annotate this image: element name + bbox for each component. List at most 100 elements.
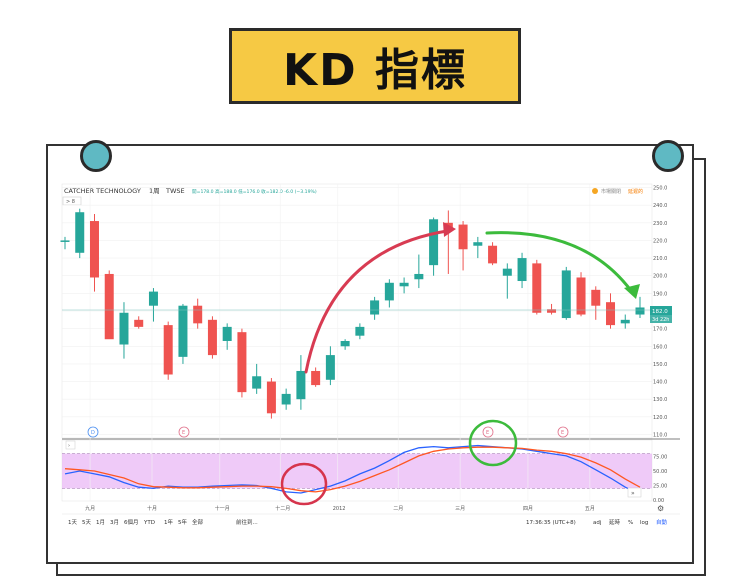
chart-exchange: TWSE xyxy=(165,187,185,195)
candle-up xyxy=(635,307,645,315)
golden-cross-circle xyxy=(280,462,328,506)
toolbar-toggle[interactable]: log xyxy=(640,520,648,526)
x-tick-label: 四月 xyxy=(523,506,533,512)
candle-up xyxy=(281,393,291,405)
range-button[interactable]: 5年 xyxy=(178,518,187,526)
x-tick-label: 二月 xyxy=(393,506,403,512)
candle-down xyxy=(89,221,99,278)
status-dot-icon xyxy=(592,188,598,194)
toolbar-time: 17:36:35 (UTC+8) xyxy=(526,520,576,526)
y-tick-label: 200.0 xyxy=(653,274,667,280)
kd-y-tick-label: 50.00 xyxy=(653,469,667,475)
event-marker-e[interactable]: E xyxy=(557,426,569,438)
x-tick-label: 十二月 xyxy=(275,505,290,512)
toolbar-toggle[interactable]: 延時 xyxy=(609,518,621,526)
range-button[interactable]: YTD xyxy=(143,520,155,526)
y-tick-label: 110.0 xyxy=(653,432,667,438)
candle-down xyxy=(606,302,616,326)
range-button[interactable]: 5天 xyxy=(82,519,91,526)
chart-interval[interactable]: 1周 xyxy=(149,187,160,195)
event-marker-e[interactable]: E xyxy=(178,426,190,438)
y-tick-label: 150.0 xyxy=(653,362,667,368)
toolbar-toggle[interactable]: adj xyxy=(593,520,602,526)
y-tick-label: 130.0 xyxy=(653,397,667,403)
candle-up xyxy=(148,291,158,306)
y-tick-label: 120.0 xyxy=(653,415,667,421)
candle-up xyxy=(60,240,70,242)
banner-title: KD 指標 xyxy=(283,45,467,96)
goto-button[interactable]: 前往到... xyxy=(236,518,258,526)
candle-down xyxy=(266,381,276,414)
kd-y-tick-label: 25.00 xyxy=(653,484,667,490)
last-price-tag xyxy=(650,306,672,315)
pin-right-icon xyxy=(652,140,684,172)
settings-gear-icon[interactable]: ⚙ xyxy=(657,504,664,513)
candle-up xyxy=(384,282,394,301)
kd-band xyxy=(62,453,652,489)
chart-card xyxy=(46,144,694,564)
candle-up xyxy=(355,326,365,336)
x-tick-label: 九月 xyxy=(85,505,95,512)
candle-up xyxy=(517,258,527,282)
candle-up xyxy=(620,319,630,324)
svg-text:E: E xyxy=(486,430,489,436)
svg-text:D: D xyxy=(91,430,95,436)
candle-down xyxy=(104,273,114,340)
y-tick-label: 160.0 xyxy=(653,344,667,350)
range-button[interactable]: 6個月 xyxy=(124,518,139,526)
candle-up xyxy=(75,212,85,253)
candle-down xyxy=(488,245,498,264)
toolbar-toggle[interactable]: 自動 xyxy=(656,518,668,526)
chart-ohlc: 開=178.0 高=188.0 低=176.0 收=182.0 -6.0 (−3… xyxy=(192,188,317,195)
y-tick-label: 210.0 xyxy=(653,256,667,262)
svg-text:E: E xyxy=(561,430,564,436)
svg-text:E: E xyxy=(182,430,185,436)
y-tick-label: 170.0 xyxy=(653,327,667,333)
market-status: 市場關閉 xyxy=(601,188,621,195)
y-tick-label: 220.0 xyxy=(653,238,667,244)
rise-arrow-head-icon xyxy=(443,222,456,237)
d-line xyxy=(64,446,641,493)
candle-down xyxy=(193,305,203,324)
candle-up xyxy=(502,268,512,276)
collapse-label: > 8 xyxy=(66,199,75,205)
y-tick-label: 230.0 xyxy=(653,221,667,227)
delay-label: 延遲的 xyxy=(628,188,643,195)
x-tick-label: 五月 xyxy=(585,506,595,512)
candle-down xyxy=(591,289,601,306)
candle-down xyxy=(163,325,173,375)
countdown-label: 3d 22h xyxy=(652,317,669,323)
fall-arrow-head-icon xyxy=(624,284,640,299)
candle-up xyxy=(429,219,439,266)
candle-up xyxy=(340,340,350,347)
x-tick-label: 十月 xyxy=(147,505,157,512)
range-button[interactable]: 1月 xyxy=(96,519,105,526)
range-button[interactable]: 全部 xyxy=(192,518,204,526)
candle-up xyxy=(119,312,129,345)
last-price-label: 182.0 xyxy=(652,309,668,315)
x-tick-label: 2012 xyxy=(333,506,346,512)
y-tick-label: 240.0 xyxy=(653,203,667,209)
event-marker-e[interactable]: E xyxy=(482,426,494,438)
candle-up xyxy=(473,242,483,246)
candle-up xyxy=(414,273,424,280)
candle-down xyxy=(576,277,586,315)
candle-down xyxy=(547,309,557,313)
scroll-right-button[interactable] xyxy=(627,487,642,498)
candle-up xyxy=(178,305,188,357)
fall-arc xyxy=(485,231,634,294)
candle-up xyxy=(370,300,380,315)
event-marker-d[interactable]: D xyxy=(87,426,99,438)
range-button[interactable]: 1年 xyxy=(164,518,173,526)
candle-down xyxy=(532,263,542,313)
kd-collapse-icon: › xyxy=(68,443,70,449)
range-button[interactable]: 1天 xyxy=(68,519,77,526)
kd-collapse-button[interactable] xyxy=(65,440,76,450)
rise-arc xyxy=(304,229,449,374)
range-button[interactable]: 3月 xyxy=(110,519,119,526)
candle-down xyxy=(237,332,247,393)
toolbar-toggle[interactable]: % xyxy=(628,520,633,526)
death-cross-circle xyxy=(468,419,518,467)
x-tick-label: 三月 xyxy=(455,506,465,512)
